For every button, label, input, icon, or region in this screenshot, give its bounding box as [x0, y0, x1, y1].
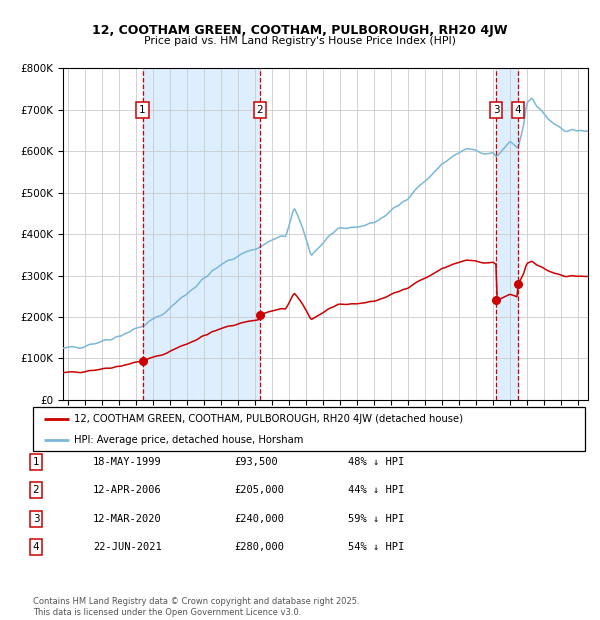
Text: HPI: Average price, detached house, Horsham: HPI: Average price, detached house, Hors… — [74, 435, 304, 445]
Text: 18-MAY-1999: 18-MAY-1999 — [93, 457, 162, 467]
Text: Contains HM Land Registry data © Crown copyright and database right 2025.
This d: Contains HM Land Registry data © Crown c… — [33, 598, 359, 617]
Text: 12, COOTHAM GREEN, COOTHAM, PULBOROUGH, RH20 4JW: 12, COOTHAM GREEN, COOTHAM, PULBOROUGH, … — [92, 24, 508, 37]
Text: 2: 2 — [256, 105, 263, 115]
Text: 1: 1 — [32, 457, 40, 467]
Text: 12-MAR-2020: 12-MAR-2020 — [93, 514, 162, 524]
Text: 12, COOTHAM GREEN, COOTHAM, PULBOROUGH, RH20 4JW (detached house): 12, COOTHAM GREEN, COOTHAM, PULBOROUGH, … — [74, 414, 463, 424]
Text: 1: 1 — [139, 105, 146, 115]
Text: 48% ↓ HPI: 48% ↓ HPI — [348, 457, 404, 467]
Text: 3: 3 — [493, 105, 499, 115]
Text: 4: 4 — [515, 105, 521, 115]
Text: 59% ↓ HPI: 59% ↓ HPI — [348, 514, 404, 524]
Text: 4: 4 — [32, 542, 40, 552]
Text: Price paid vs. HM Land Registry's House Price Index (HPI): Price paid vs. HM Land Registry's House … — [144, 36, 456, 46]
Text: £240,000: £240,000 — [234, 514, 284, 524]
Text: 44% ↓ HPI: 44% ↓ HPI — [348, 485, 404, 495]
Text: £205,000: £205,000 — [234, 485, 284, 495]
Text: 3: 3 — [32, 514, 40, 524]
Text: £280,000: £280,000 — [234, 542, 284, 552]
Text: 54% ↓ HPI: 54% ↓ HPI — [348, 542, 404, 552]
Bar — [143, 68, 260, 400]
Text: 2: 2 — [32, 485, 40, 495]
Text: 22-JUN-2021: 22-JUN-2021 — [93, 542, 162, 552]
Bar — [496, 68, 518, 400]
Text: 12-APR-2006: 12-APR-2006 — [93, 485, 162, 495]
Text: £93,500: £93,500 — [234, 457, 278, 467]
